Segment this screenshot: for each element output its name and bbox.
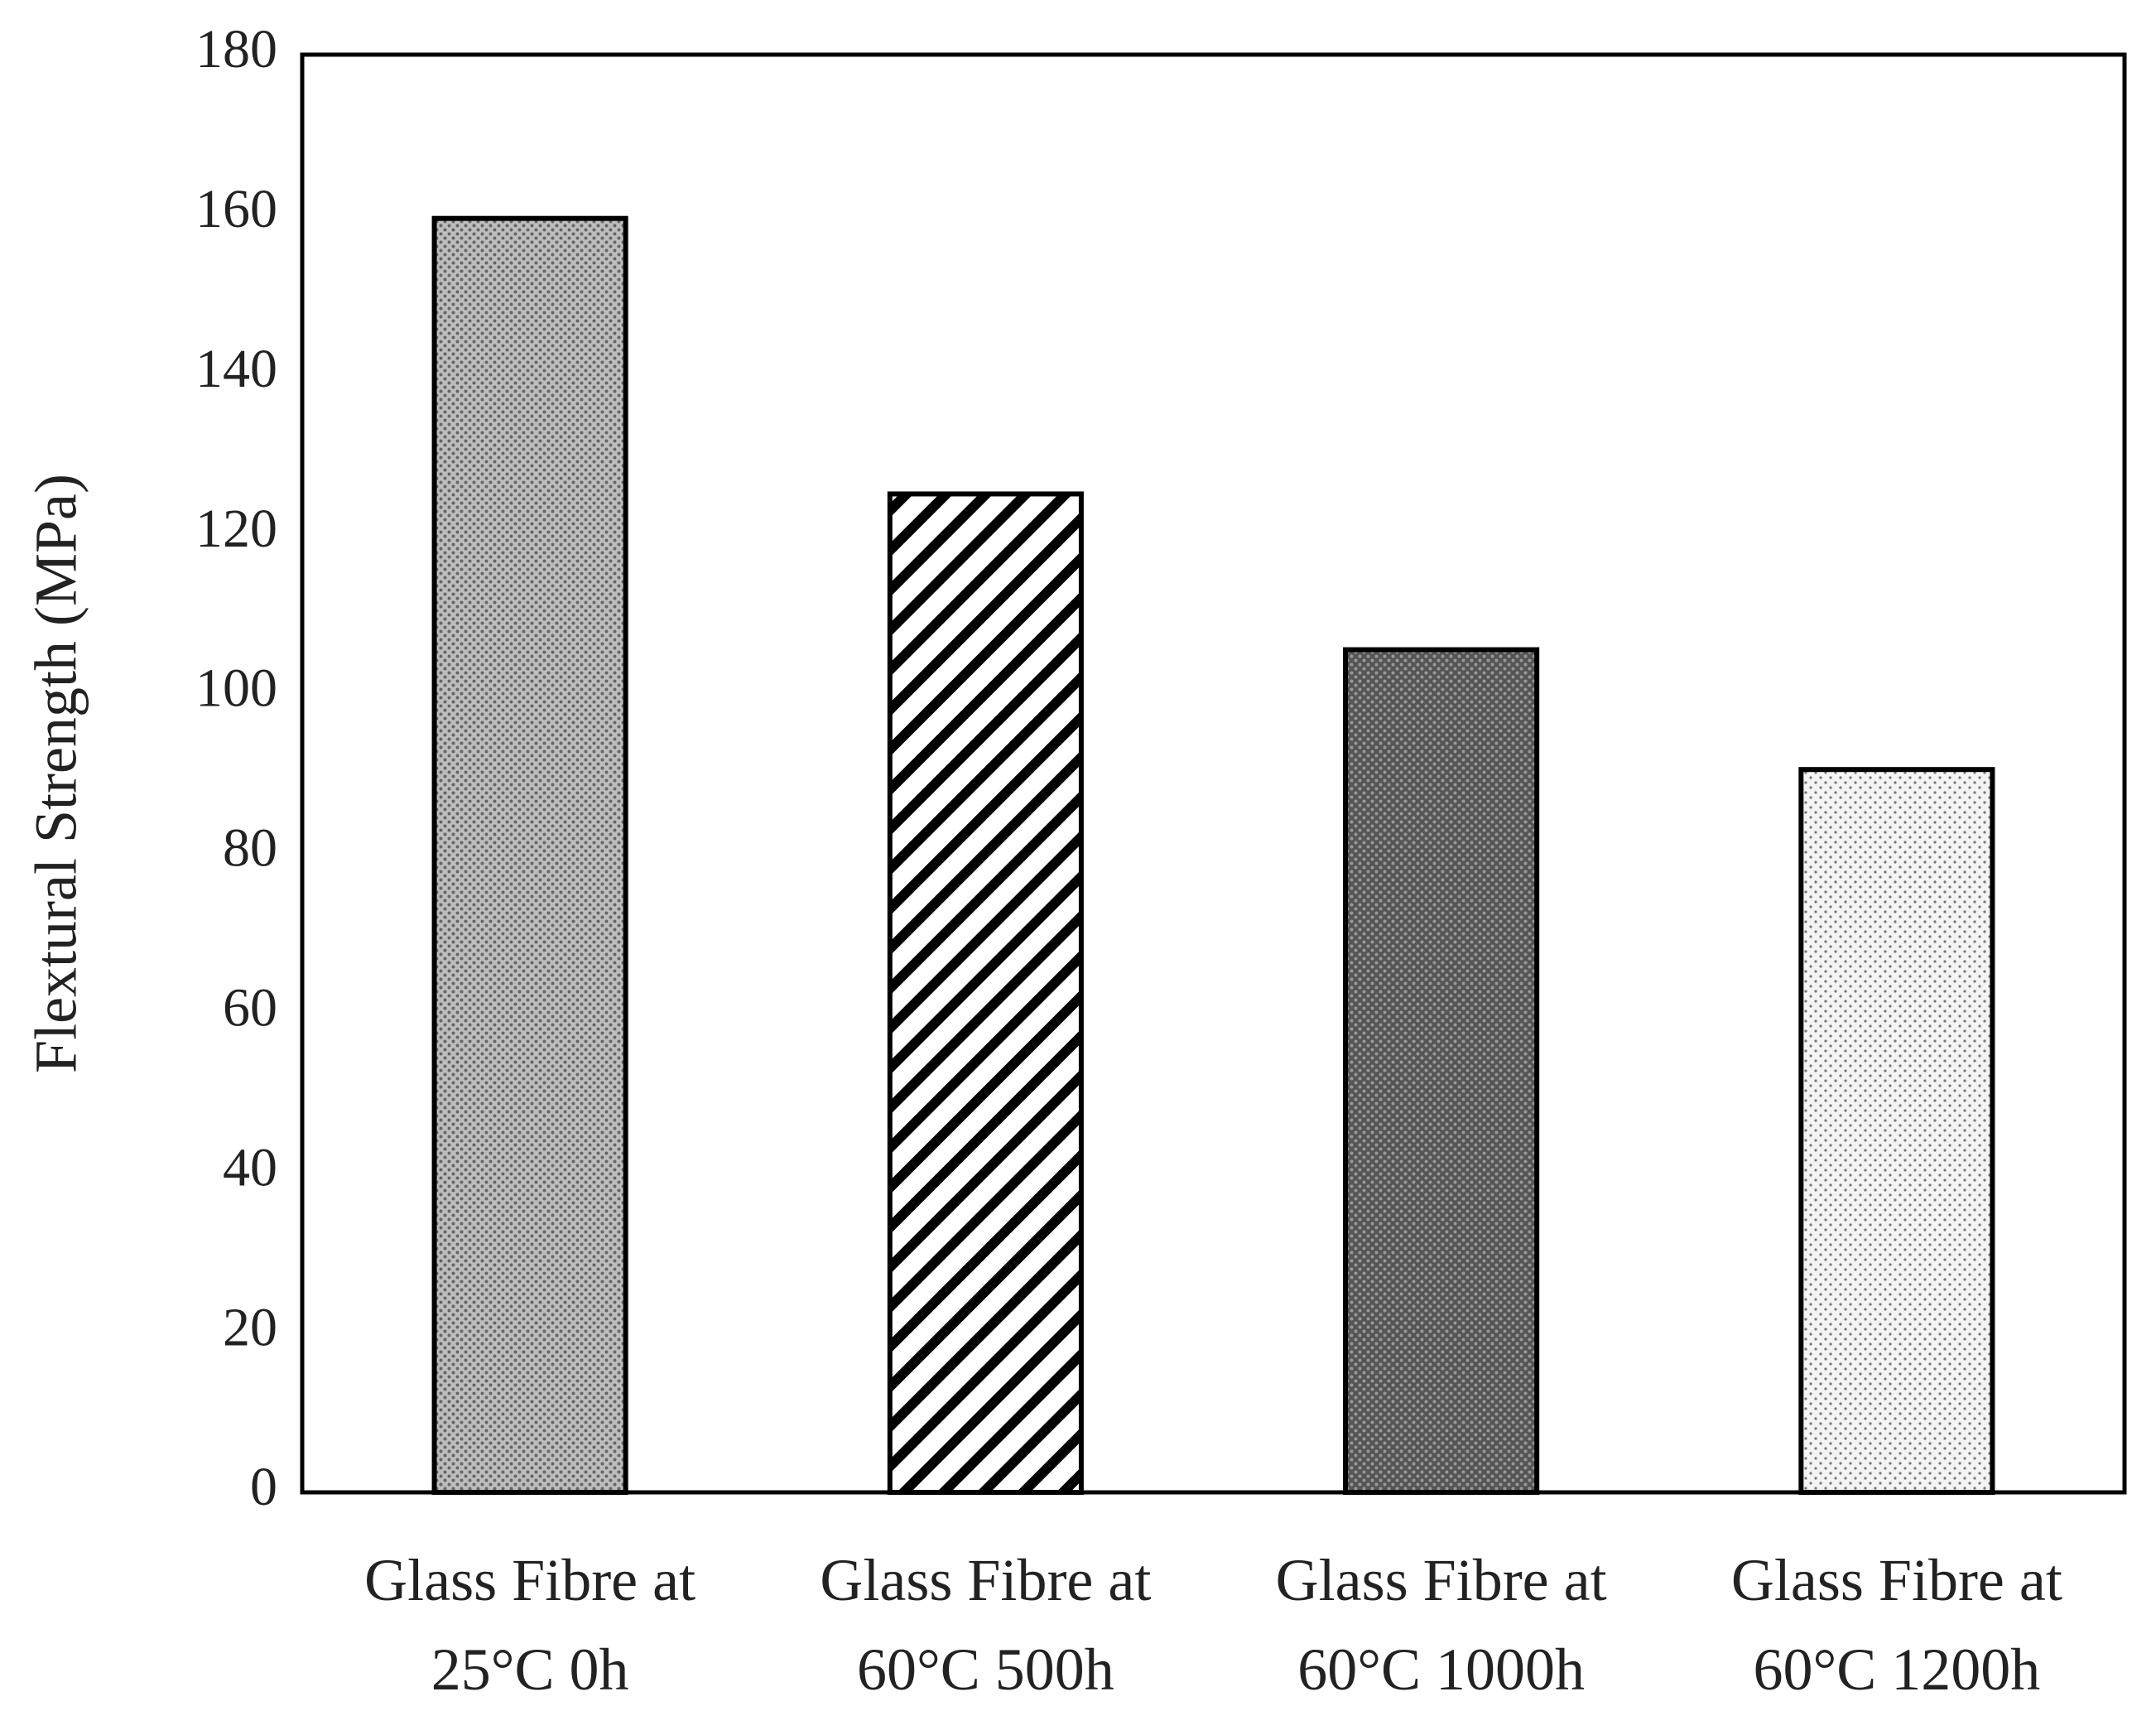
y-tick-label: 100: [195, 658, 277, 719]
y-axis-label: Flextural Strength (MPa): [23, 474, 89, 1073]
bar: [1798, 767, 1995, 1495]
y-tick-label: 20: [223, 1297, 277, 1357]
bar: [887, 491, 1084, 1495]
x-tick-label: Glass Fibre at 25°C 0h: [364, 1547, 696, 1703]
y-tick-label: 120: [195, 499, 277, 559]
bar: [431, 215, 628, 1496]
x-tick-label: Glass Fibre at 60°C 1000h: [1275, 1547, 1607, 1703]
y-tick-label: 160: [195, 179, 277, 239]
y-tick-label: 0: [250, 1457, 277, 1517]
bar: [1343, 647, 1540, 1495]
y-tick-label: 180: [195, 19, 277, 80]
plot-frame: [300, 52, 2127, 1495]
x-tick-label: Glass Fibre at 60°C 1200h: [1730, 1547, 2062, 1703]
y-tick-label: 140: [195, 339, 277, 399]
y-tick-label: 80: [223, 818, 277, 879]
y-tick-label: 60: [223, 977, 277, 1038]
y-tick-label: 40: [223, 1137, 277, 1198]
x-tick-label: Glass Fibre at 60°C 500h: [820, 1547, 1152, 1703]
